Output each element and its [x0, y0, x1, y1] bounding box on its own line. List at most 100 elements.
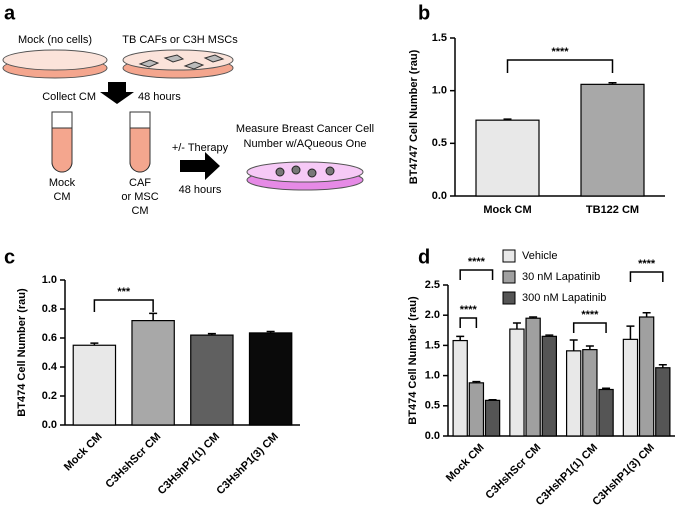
error-bar	[529, 316, 538, 319]
significance-label: ****	[468, 256, 486, 268]
bar	[582, 349, 598, 437]
significance-label: ****	[460, 304, 478, 316]
collect-time: 48 hours	[138, 91, 181, 103]
significance-bracket	[572, 322, 607, 333]
bar	[190, 334, 234, 426]
dish-label: TB CAFs or C3H MSCs	[122, 34, 238, 46]
y-tick-label: 2.0	[425, 309, 440, 321]
y-tick-label: 1.5	[425, 339, 440, 351]
therapy-time: 48 hours	[179, 184, 222, 196]
legend-label: Vehicle	[522, 250, 557, 262]
x-tick-label: C3HshP1(1) CM	[156, 431, 222, 497]
arrow	[100, 82, 134, 104]
x-tick-label: Mock CM	[444, 442, 487, 485]
x-tick-label: C3HshP1(3) CM	[590, 442, 656, 508]
error-bar	[472, 380, 481, 383]
y-tick-label: 0.5	[432, 137, 447, 149]
cells	[138, 54, 225, 70]
x-tick-label: Mock CM	[62, 431, 105, 474]
bar	[131, 320, 175, 426]
measure-label: Measure Breast Cancer Cell	[236, 123, 374, 135]
y-axis-label: BT474 Cell Number (rau)	[407, 296, 419, 425]
error-bar	[642, 312, 651, 318]
collect-label: Collect CM	[42, 91, 96, 103]
y-tick-label: 0.0	[432, 190, 447, 202]
y-tick-label: 0.8	[42, 303, 57, 315]
error-bar	[207, 332, 216, 336]
arrow	[180, 152, 220, 180]
panel-label: d	[418, 246, 430, 268]
error-bar	[545, 334, 554, 337]
dish	[246, 161, 364, 183]
legend-swatch	[502, 291, 516, 305]
significance-bracket	[93, 299, 154, 312]
tube-label: CM	[131, 205, 148, 217]
bar	[638, 316, 655, 437]
y-tick-label: 0.0	[42, 419, 57, 431]
error-bar	[608, 82, 617, 85]
measure-label: Number w/AQueous One	[244, 138, 367, 150]
significance-label: ****	[638, 258, 656, 270]
legend-swatch	[502, 270, 516, 284]
y-axis-label: BT474 Cell Number (rau)	[16, 288, 28, 417]
cells	[275, 165, 335, 178]
y-tick-label: 0.4	[42, 361, 58, 373]
significance-bracket	[506, 59, 614, 73]
y-tick-label: 2.5	[425, 279, 440, 291]
bar	[248, 332, 293, 426]
x-tick-label: Mock CM	[483, 204, 531, 216]
bar	[509, 328, 525, 437]
significance-label: ****	[551, 46, 569, 58]
error-bar	[149, 312, 158, 321]
error-bar	[488, 399, 497, 401]
tube-liquid	[51, 127, 73, 173]
bar	[484, 399, 501, 437]
error-bar	[585, 345, 594, 350]
error-bar	[512, 322, 521, 330]
y-tick-label: 1.0	[432, 85, 447, 97]
tube-label: CM	[53, 191, 70, 203]
bar	[525, 317, 541, 437]
error-bar	[658, 363, 667, 368]
bar	[655, 367, 671, 437]
y-tick-label: 1.0	[425, 370, 440, 382]
dish	[2, 49, 108, 71]
error-bar	[266, 330, 275, 333]
panel-label: a	[4, 2, 16, 24]
legend-label: 30 nM Lapatinib	[522, 271, 600, 283]
significance-label: ****	[581, 309, 599, 321]
x-tick-label: C3HshP1(3) CM	[214, 431, 280, 497]
x-tick-label: C3HshP1(1) CM	[534, 442, 600, 508]
bar	[72, 344, 117, 426]
tube-label: CAF	[129, 177, 151, 189]
y-tick-label: 1.0	[42, 274, 57, 286]
panel-label: c	[4, 246, 15, 268]
diagram: a Mock (no cells) TB CAFs or C3H MSCs Co…	[2, 2, 374, 217]
tube-label: or MSC	[121, 191, 158, 203]
y-tick-label: 0.0	[425, 430, 440, 442]
legend-label: 300 nM Lapatinib	[522, 292, 606, 304]
therapy-label: +/- Therapy	[172, 142, 229, 154]
bar	[541, 335, 558, 437]
y-tick-label: 0.5	[425, 400, 440, 412]
y-tick-label: 0.6	[42, 332, 57, 344]
dish-label: Mock (no cells)	[18, 34, 92, 46]
bar	[452, 339, 468, 437]
bar	[475, 119, 540, 197]
bar	[622, 338, 639, 437]
panel-label: b	[418, 2, 430, 24]
significance-bracket	[459, 317, 478, 328]
error-bar	[90, 342, 99, 346]
significance-bracket	[629, 271, 664, 282]
bar	[598, 388, 614, 437]
error-bar	[503, 118, 512, 121]
x-tick-label: C3HshScr CM	[483, 442, 543, 502]
bar	[565, 350, 582, 437]
bar	[468, 382, 485, 437]
significance-bracket	[459, 269, 494, 280]
significance-label: ***	[117, 286, 131, 298]
error-bar	[602, 387, 611, 390]
y-tick-label: 1.5	[432, 32, 447, 44]
error-bar	[626, 325, 635, 340]
